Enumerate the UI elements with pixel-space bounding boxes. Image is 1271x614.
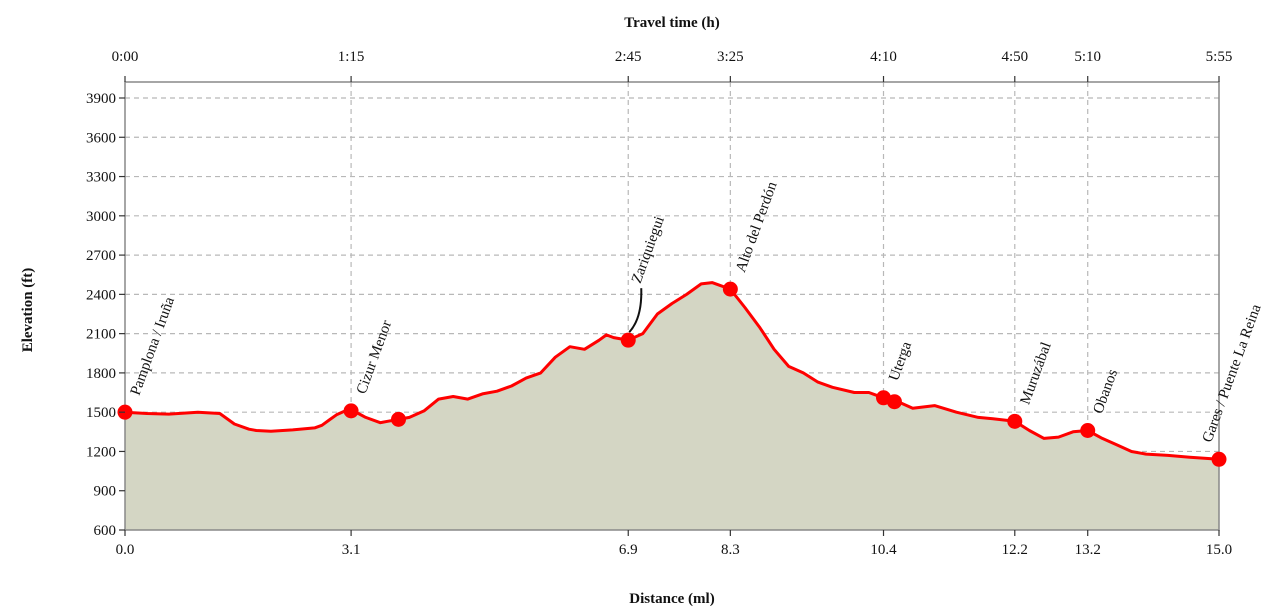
elevation-area — [125, 282, 1219, 530]
waypoint-label: Zariquiegui — [629, 214, 668, 285]
y-tick-label: 3300 — [86, 170, 116, 186]
x-tick-label: 0.0 — [116, 542, 135, 558]
top-tick-label: 0:00 — [112, 49, 139, 65]
x-tick-label: 6.9 — [619, 542, 638, 558]
waypoint-marker — [1211, 451, 1227, 467]
y-tick-label: 3000 — [86, 209, 116, 225]
y-axis-title: Elevation (ft) — [20, 268, 36, 353]
waypoint-label: Alto del Perdón — [733, 179, 781, 274]
waypoint-marker — [1007, 413, 1023, 429]
x-tick-label: 8.3 — [721, 542, 740, 558]
x-axis-ticks: 0.0 3.1 6.9 8.3 10.4 12.2 13.2 15.0 — [116, 530, 1232, 558]
plot-frame — [124, 81, 1220, 531]
plot-border — [124, 81, 1220, 531]
y-tick-label: 2400 — [86, 287, 116, 303]
top-tick-label: 1:15 — [338, 49, 365, 65]
waypoint-label: Muruzábal — [1018, 340, 1055, 407]
y-tick-label: 1800 — [86, 366, 116, 382]
y-tick-label: 1200 — [86, 444, 116, 460]
leader-line — [628, 288, 643, 333]
waypoint-label: Pamplona / Iruña — [128, 295, 178, 398]
top-axis-title: Travel time (h) — [624, 15, 720, 31]
waypoint-marker — [620, 332, 636, 348]
x-tick-label: 13.2 — [1075, 542, 1101, 558]
waypoint-marker — [886, 394, 902, 410]
waypoint-marker — [722, 281, 738, 297]
top-tick-label: 5:55 — [1206, 49, 1233, 65]
y-tick-label: 1500 — [86, 405, 116, 421]
x-tick-label: 10.4 — [870, 542, 897, 558]
waypoint-label: Uterga — [886, 339, 915, 383]
top-tick-label: 2:45 — [615, 49, 642, 65]
top-tick-label: 4:10 — [870, 49, 897, 65]
y-tick-label: 2700 — [86, 248, 116, 264]
y-tick-label: 2100 — [86, 327, 116, 343]
y-tick-label: 3900 — [86, 91, 116, 107]
top-axis-ticks: 0:00 1:15 2:45 3:25 4:10 4:50 5:10 5:55 — [112, 49, 1233, 82]
y-tick-label: 900 — [94, 484, 117, 500]
waypoint-marker — [1080, 423, 1096, 439]
y-tick-label: 3600 — [86, 130, 116, 146]
top-tick-label: 5:10 — [1074, 49, 1101, 65]
elevation-line — [124, 281, 1220, 461]
x-tick-label: 12.2 — [1002, 542, 1028, 558]
waypoint-label: Obanos — [1090, 367, 1121, 416]
top-tick-label: 4:50 — [1001, 49, 1028, 65]
waypoint-marker — [343, 403, 359, 419]
waypoint-label: Cizur Menor — [354, 318, 395, 396]
y-axis-ticks: 600 900 1200 1500 1800 2100 2400 2700 3000 3300 36… — [86, 91, 125, 539]
y-tick-label: 600 — [94, 523, 117, 539]
x-axis-title: Distance (ml) — [629, 591, 714, 607]
waypoint-marker — [391, 411, 406, 427]
top-tick-label: 3:25 — [717, 49, 744, 65]
x-tick-label: 3.1 — [342, 542, 361, 558]
x-tick-label: 15.0 — [1206, 542, 1232, 558]
